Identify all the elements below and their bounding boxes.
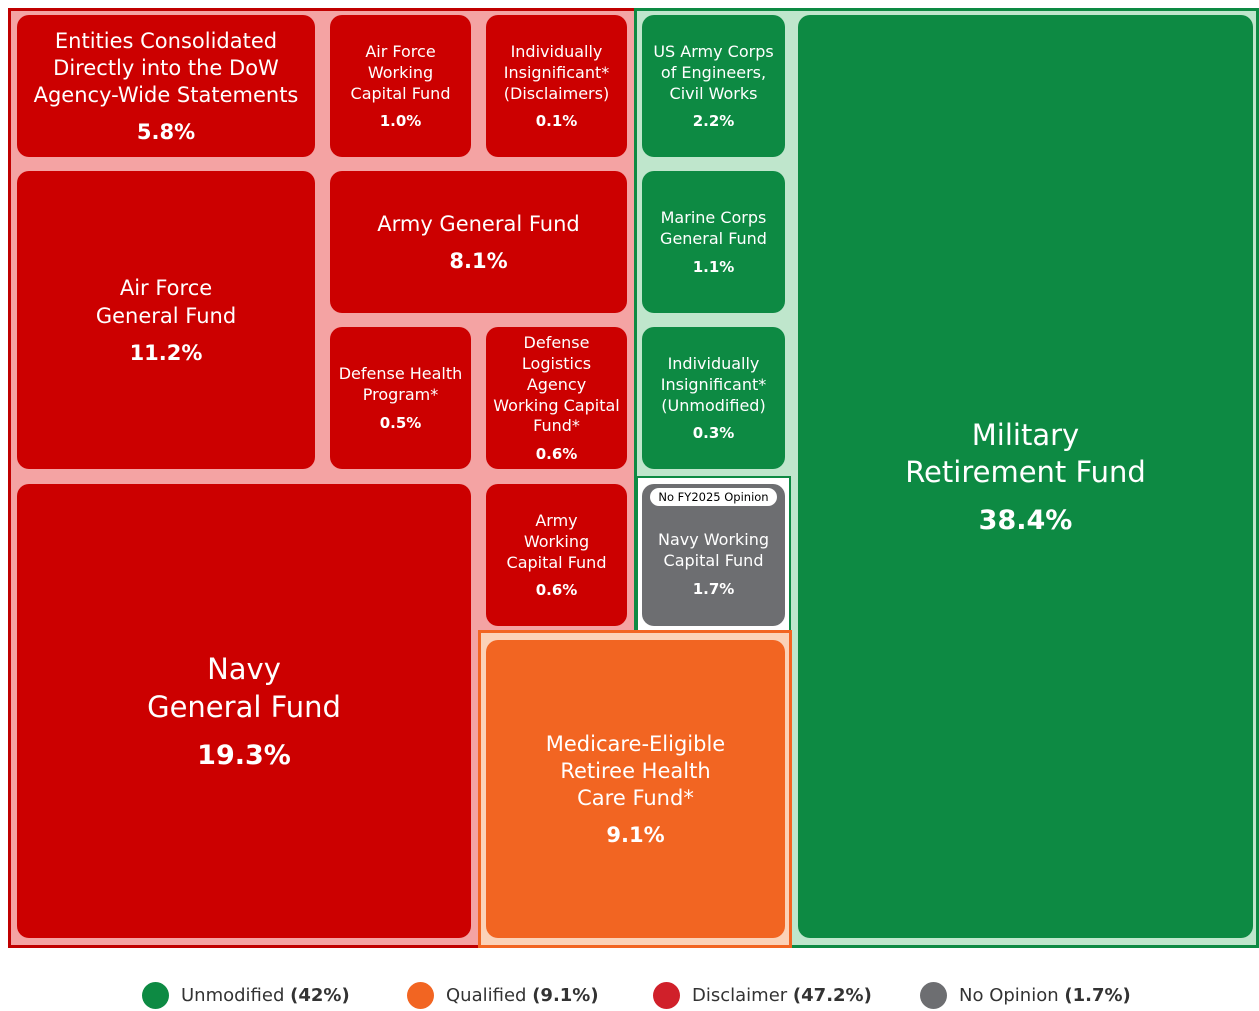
legend-swatch — [407, 982, 434, 1009]
fund-percent: 9.1% — [606, 823, 665, 848]
fund-percent: 5.8% — [136, 120, 196, 145]
fund-box: Air Force Working Capital Fund 1.0% — [330, 15, 471, 157]
legend-label: No Opinion — [959, 985, 1059, 1006]
fund-name: Military Retirement Fund — [905, 417, 1146, 490]
fund-percent: 11.2% — [129, 340, 203, 365]
legend-swatch — [920, 982, 947, 1009]
legend-label: Qualified — [446, 985, 527, 1006]
fund-name: Air Force Working Capital Fund — [350, 42, 451, 103]
fund-box: US Army Corps of Engineers, Civil Works 2… — [642, 15, 785, 157]
fund-box: Entities Consolidated Directly into the … — [17, 15, 315, 157]
fund-box: Defense Logistics Agency Working Capital… — [486, 327, 627, 469]
fund-box: No FY2025 Opinion Navy Working Capital Fu… — [642, 484, 785, 626]
legend-item: Qualified (9.1%) — [407, 982, 599, 1009]
fund-percent: 1.0% — [379, 111, 422, 130]
legend-label: Unmodified — [181, 985, 285, 1006]
fund-name: Defense Logistics Agency Working Capital… — [493, 333, 620, 436]
fund-percent: 19.3% — [197, 739, 291, 771]
fund-percent: 2.2% — [692, 111, 735, 130]
fund-percent: 0.5% — [379, 413, 422, 432]
fund-box: Individually Insignificant* (Unmodified)… — [642, 327, 785, 469]
legend-item: Unmodified (42%) — [142, 982, 350, 1009]
fund-box: Medicare-Eligible Retiree Health Care Fu… — [486, 640, 785, 938]
fund-percent: 0.6% — [535, 580, 578, 599]
fund-box: Defense Health Program* 0.5% — [330, 327, 471, 469]
legend-item: Disclaimer (47.2%) — [653, 982, 872, 1009]
legend-swatch — [653, 982, 680, 1009]
fund-percent: 0.6% — [535, 444, 578, 463]
fund-box: Army General Fund 8.1% — [330, 171, 627, 313]
fund-name: Individually Insignificant* (Unmodified) — [660, 354, 767, 415]
legend-label: Disclaimer — [692, 985, 788, 1006]
legend-value: (47.2%) — [792, 985, 872, 1006]
fund-percent: 0.3% — [692, 423, 735, 442]
fund-name: Medicare-Eligible Retiree Health Care Fu… — [545, 731, 726, 811]
fund-name: Individually Insignificant* (Disclaimers… — [503, 42, 610, 103]
fund-name: Air Force General Fund — [95, 276, 237, 328]
fund-box: Marine Corps General Fund 1.1% — [642, 171, 785, 313]
legend-value: (9.1%) — [532, 985, 599, 1006]
fund-percent: 1.1% — [692, 257, 735, 276]
fund-name: Entities Consolidated Directly into the … — [33, 28, 299, 108]
fund-box: Military Retirement Fund 38.4% — [798, 15, 1253, 938]
fund-percent: 8.1% — [449, 248, 508, 273]
fund-name: Navy Working Capital Fund — [657, 530, 770, 571]
fund-name: Army Working Capital Fund — [506, 511, 607, 572]
fund-box: Navy General Fund 19.3% — [17, 484, 471, 938]
legend-swatch — [142, 982, 169, 1009]
fund-box: Army Working Capital Fund 0.6% — [486, 484, 627, 626]
fund-box: Individually Insignificant* (Disclaimers… — [486, 15, 627, 157]
fund-percent: 38.4% — [978, 505, 1073, 537]
fund-percent: 1.7% — [692, 579, 735, 598]
legend-value: (1.7%) — [1064, 985, 1131, 1006]
fund-name: US Army Corps of Engineers, Civil Works — [653, 42, 774, 103]
fund-name: Defense Health Program* — [338, 364, 463, 405]
legend-item: No Opinion (1.7%) — [920, 982, 1131, 1009]
fund-box: Air Force General Fund 11.2% — [17, 171, 315, 469]
fund-name: Navy General Fund — [147, 652, 341, 724]
fund-percent: 0.1% — [535, 111, 578, 130]
legend-value: (42%) — [290, 985, 350, 1006]
fund-name: Marine Corps General Fund — [660, 208, 767, 249]
fund-name: Army General Fund — [377, 212, 580, 237]
badge: No FY2025 Opinion — [650, 488, 777, 506]
